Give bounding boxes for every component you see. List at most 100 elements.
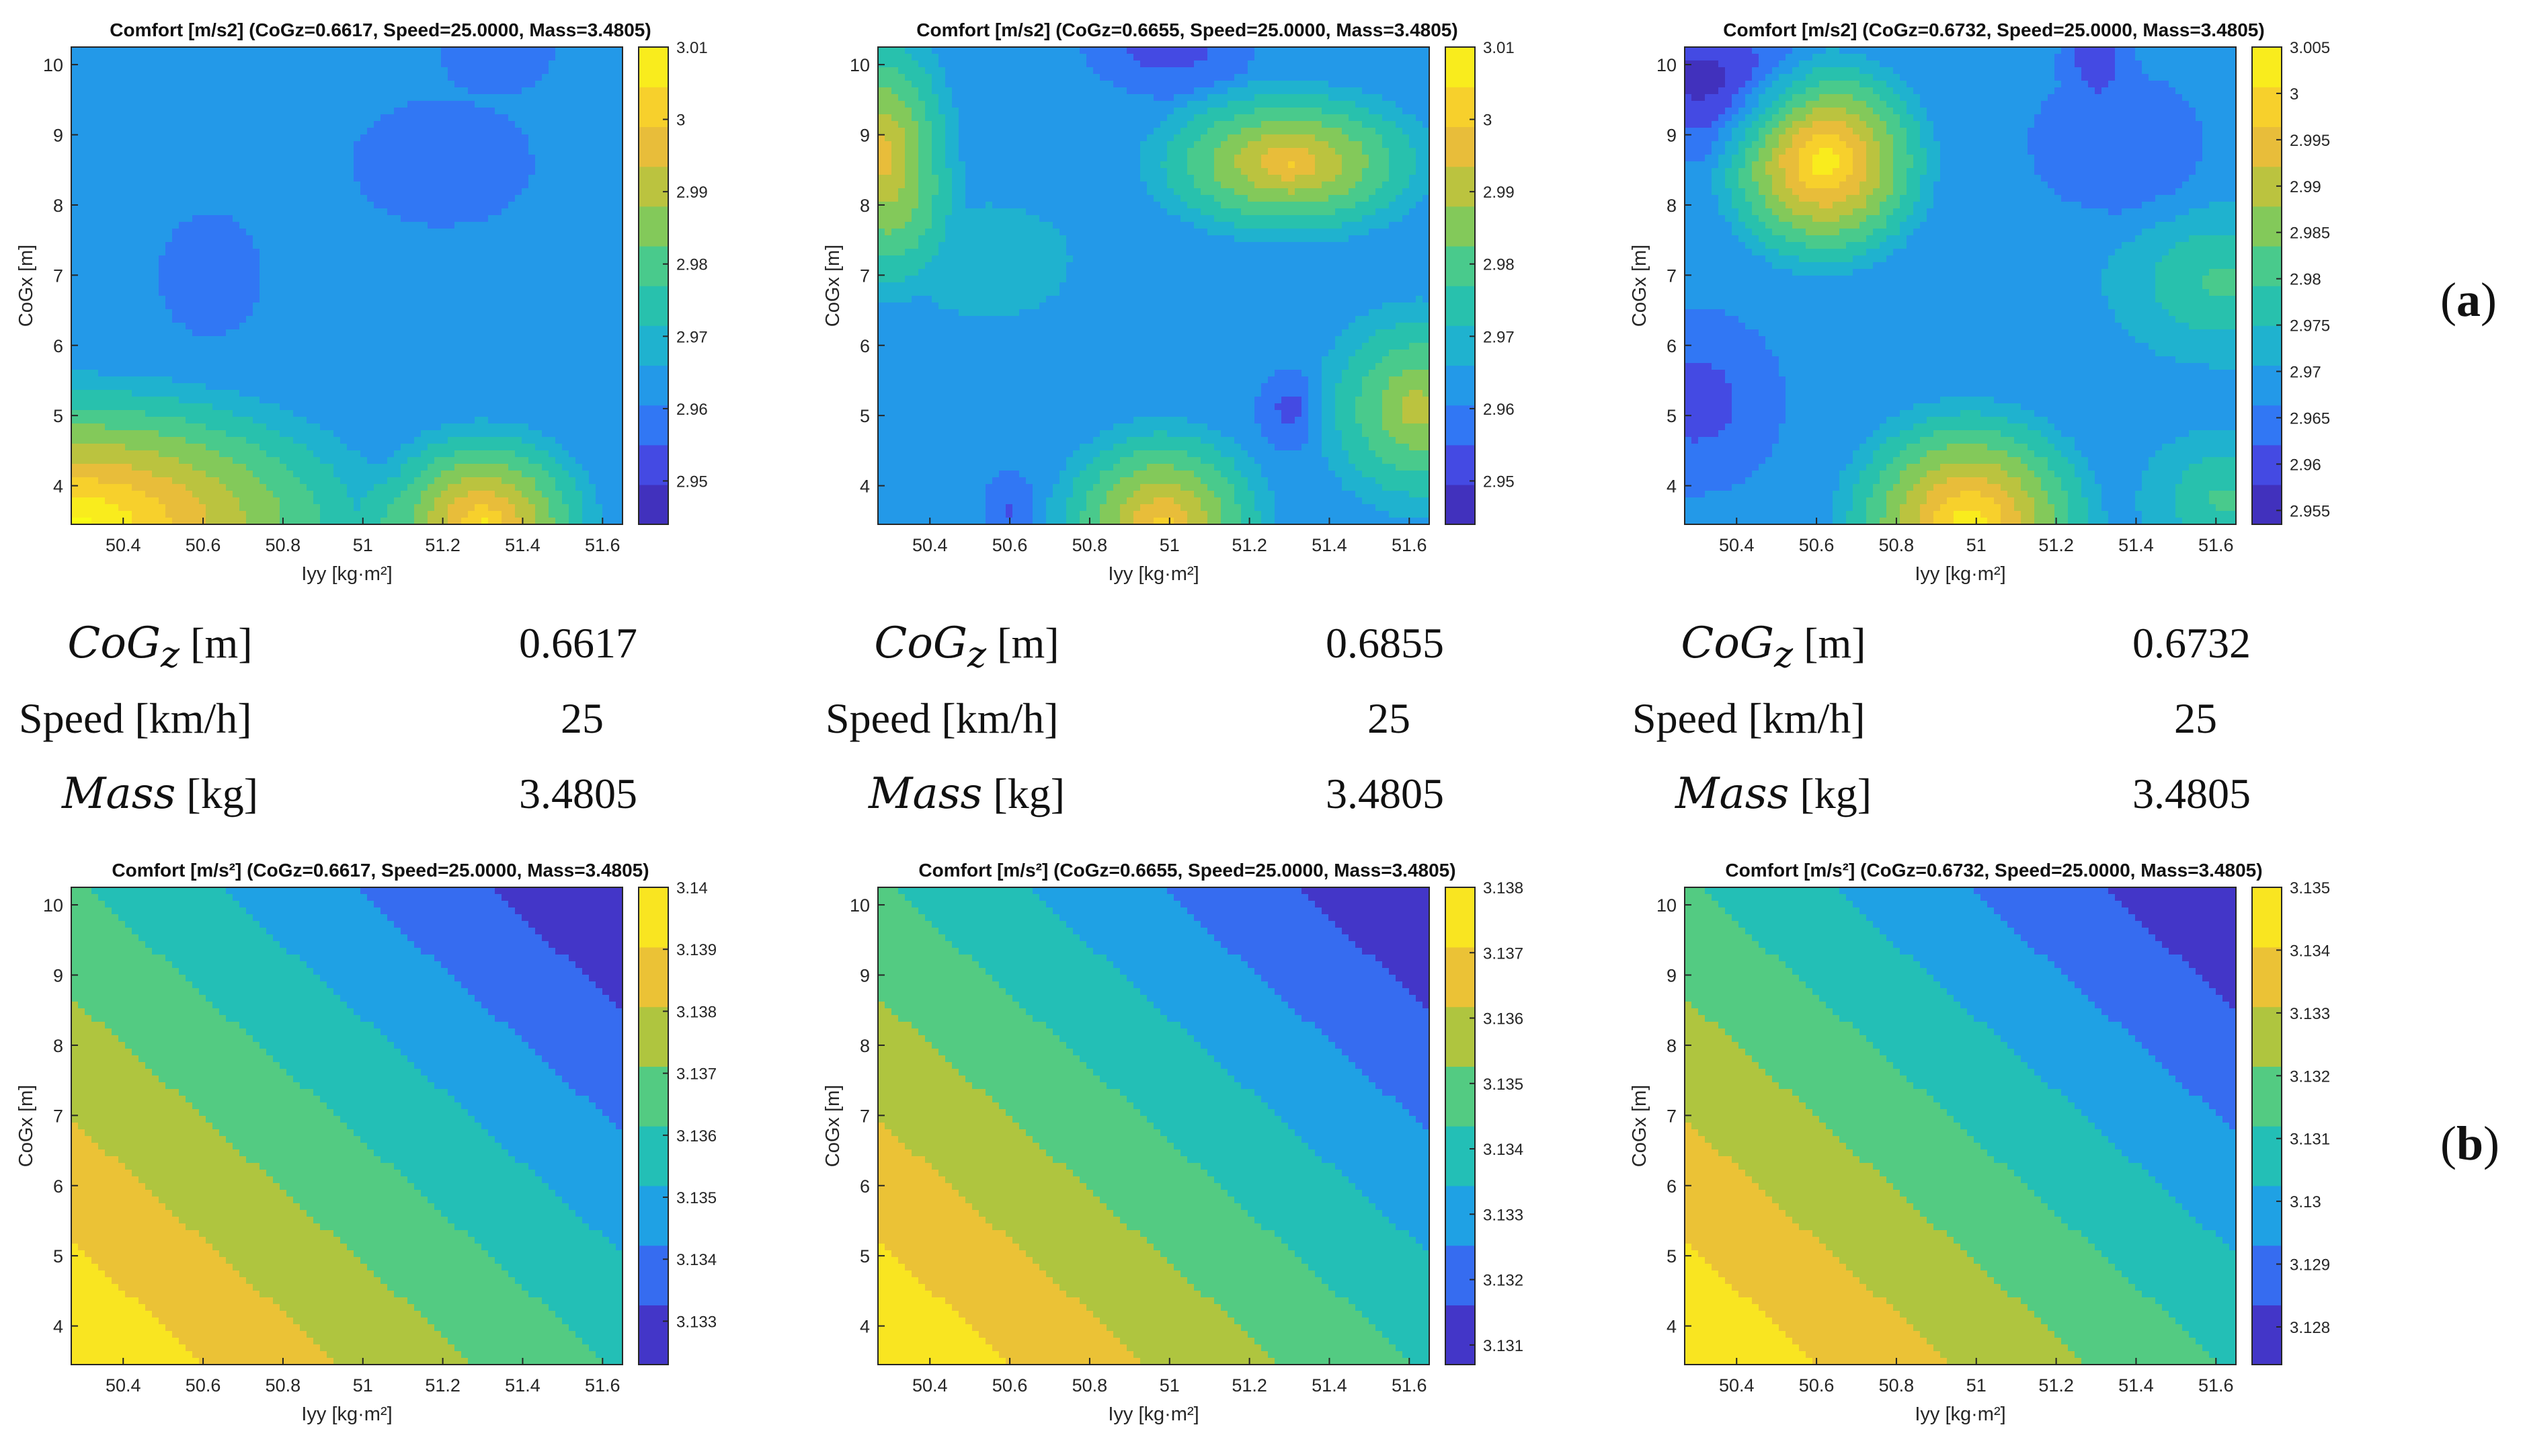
contour-cell [461,363,469,370]
contour-cell [132,289,139,296]
contour-cell [132,235,139,243]
contour-cell [219,363,227,370]
contour-cell [118,316,126,323]
contour-cell [394,464,401,471]
contour-cell [340,134,348,142]
contour-cell [212,336,220,343]
contour-cell [186,128,193,135]
contour-cell [434,54,442,61]
contour-cell [421,397,428,404]
contour-cell [125,87,132,95]
contour-cell [354,141,361,149]
contour-cell [125,296,132,303]
contour-cell [428,94,435,102]
contour-cell [266,376,274,384]
contour-cell [360,215,368,223]
contour-cell [165,155,173,162]
contour-cell [91,376,99,384]
contour-cell [407,108,415,115]
contour-cell [414,302,422,310]
contour-cell [481,262,489,270]
contour-cell [522,67,529,75]
contour-cell [293,511,300,518]
contour-cell [481,134,489,142]
contour-cell [219,262,227,270]
contour-cell [145,296,153,303]
contour-cell [118,195,126,202]
contour-cell [367,101,374,108]
contour-cell [354,437,361,444]
contour-cell [401,74,408,81]
contour-cell [327,511,334,518]
contour-cell [515,403,522,411]
contour-cell [179,168,186,175]
contour-cell [85,376,92,384]
contour-cell [320,491,327,498]
contour-cell [320,235,327,243]
contour-cell [199,148,206,155]
contour-cell [138,356,146,364]
contour-cell [233,450,240,458]
contour-cell [374,430,381,438]
contour-cell [515,181,522,189]
contour-cell [78,350,85,357]
contour-cell [206,195,213,202]
contour-cell [434,60,442,68]
contour-cell [233,67,240,75]
contour-cell [340,121,348,128]
contour-cell [434,134,442,142]
contour-cell [488,450,495,458]
contour-cell [199,450,206,458]
contour-cell [380,155,388,162]
contour-cell [179,60,186,68]
contour-cell [280,356,287,364]
contour-cell [78,181,85,189]
contour-cell [152,336,159,343]
contour-cell [159,67,166,75]
contour-cell [475,255,482,263]
contour-cell [212,437,220,444]
contour-cell [333,497,341,505]
contour-cell [145,356,153,364]
contour-cell [105,168,112,175]
contour-cell [212,229,220,236]
contour-cell [434,336,442,343]
contour-cell [522,309,529,317]
contour-cell [98,518,106,525]
contour-cell [192,518,200,525]
contour-cell [333,296,341,303]
contour-cell [125,81,132,88]
contour-cell [192,141,200,149]
contour-cell [475,141,482,149]
contour-cell [98,484,106,491]
contour-cell [367,242,374,249]
contour-cell [340,249,348,256]
contour-cell [528,276,536,283]
contour-cell [481,370,489,377]
contour-cell [293,161,300,169]
contour-cell [165,511,173,518]
contour-cell [273,87,280,95]
contour-cell [535,376,543,384]
contour-cell [91,188,99,196]
contour-cell [78,484,85,491]
contour-cell [428,54,435,61]
contour-cell [212,181,220,189]
contour-cell [112,370,119,377]
contour-cell [179,296,186,303]
contour-cell [320,464,327,471]
contour-cell [91,329,99,337]
contour-cell [502,269,509,276]
contour-cell [273,188,280,196]
contour-cell [488,437,495,444]
contour-cell [374,67,381,75]
contour-cell [414,410,422,417]
contour-cell [91,296,99,303]
contour-cell [152,511,159,518]
contour-cell [118,94,126,102]
contour-cell [112,175,119,182]
contour-cell [407,403,415,411]
contour-cell [78,175,85,182]
contour-cell [138,181,146,189]
contour-cell [347,235,354,243]
